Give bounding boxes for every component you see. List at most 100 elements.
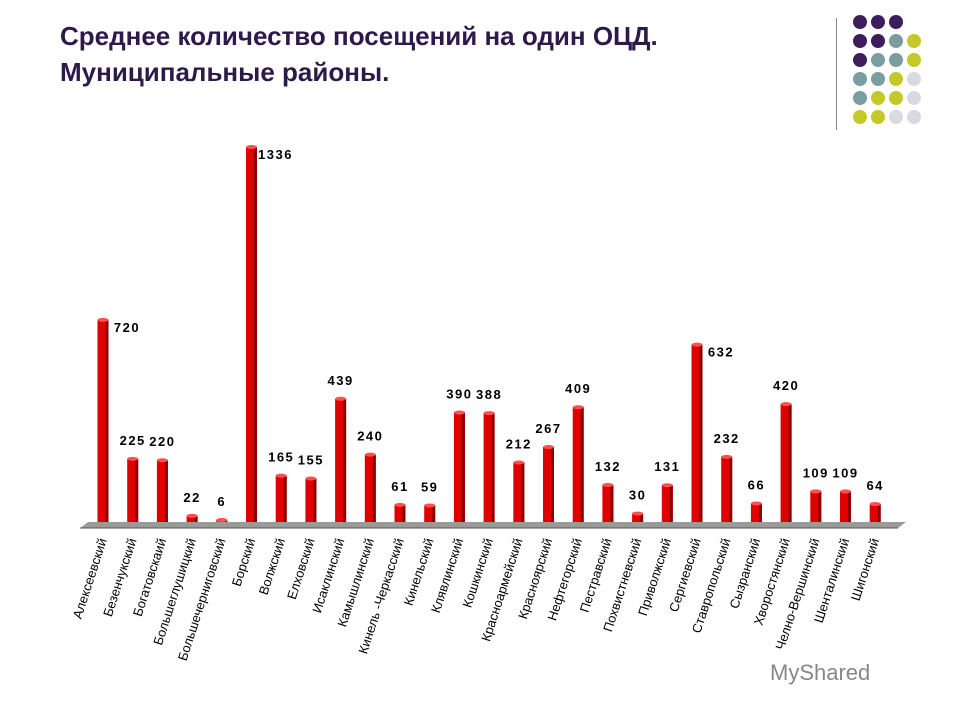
- bar-top: [840, 489, 851, 494]
- data-label: 132: [595, 459, 621, 474]
- data-label: 212: [506, 436, 532, 451]
- data-label: 155: [298, 452, 324, 467]
- data-label: 22: [183, 490, 200, 505]
- decorative-dot: [871, 53, 885, 67]
- decorative-dot: [871, 15, 885, 29]
- bar: [810, 491, 822, 522]
- bar: [602, 484, 614, 522]
- data-label: 225: [120, 433, 146, 448]
- bar-top: [513, 460, 525, 465]
- bar-top: [572, 405, 584, 410]
- data-label: 1336: [258, 147, 293, 162]
- decorative-dot: [889, 34, 903, 48]
- bar-top: [216, 518, 228, 522]
- data-label: 59: [421, 479, 438, 494]
- bar: [394, 504, 406, 522]
- decorative-dot: [889, 15, 903, 29]
- decorative-dot: [889, 53, 903, 67]
- data-label: 267: [535, 421, 561, 436]
- decorative-dot: [853, 34, 867, 48]
- bar-side: [788, 404, 792, 522]
- bar: [97, 319, 109, 522]
- decorative-dot: [871, 34, 885, 48]
- bar-side: [313, 478, 317, 522]
- bar-top: [246, 145, 257, 149]
- data-label: 420: [773, 378, 799, 393]
- bar-top: [483, 411, 495, 416]
- bar-side: [848, 491, 851, 522]
- decorative-dot: [889, 72, 903, 86]
- decorative-dot: [853, 72, 867, 86]
- chart-floor: [80, 522, 906, 528]
- bar-top: [275, 473, 287, 478]
- bar: [424, 505, 436, 522]
- decorative-dot: [907, 91, 921, 105]
- data-label: 165: [268, 450, 294, 465]
- category-label: Борский: [229, 536, 259, 588]
- bar-side: [105, 319, 109, 522]
- bar-top: [364, 452, 376, 457]
- bar-top: [305, 476, 317, 481]
- data-label: 232: [714, 431, 740, 446]
- bar-side: [283, 475, 287, 522]
- bar-side: [729, 456, 733, 522]
- bar: [543, 447, 554, 522]
- slide-title: Среднее количество посещений на один ОЦД…: [60, 18, 820, 90]
- bar-top: [156, 458, 168, 463]
- bar-top: [453, 410, 465, 415]
- decorative-dot: [907, 110, 921, 124]
- bar: [721, 456, 733, 522]
- title-line-2: Муниципальные районы.: [60, 57, 390, 87]
- bar: [156, 460, 168, 522]
- data-label: 131: [654, 459, 680, 474]
- bar-side: [818, 491, 822, 522]
- bar-side: [194, 515, 198, 522]
- data-label: 439: [327, 373, 353, 388]
- bar-top: [750, 501, 762, 506]
- decorative-dot: [889, 91, 903, 105]
- bar: [483, 413, 495, 522]
- bar-side: [432, 505, 436, 522]
- bar-side: [551, 447, 554, 522]
- decorative-dot: [871, 110, 885, 124]
- data-label: 30: [629, 488, 646, 503]
- decorative-dot: [889, 110, 903, 124]
- bar-top: [335, 396, 347, 401]
- bar: [780, 404, 792, 522]
- watermark-logo: MyShared: [770, 660, 871, 685]
- data-label: 6: [217, 494, 226, 509]
- bar-side: [491, 413, 495, 522]
- bar: [572, 407, 584, 522]
- bar: [661, 485, 673, 522]
- decorative-dot: [853, 91, 867, 105]
- bar-top: [127, 456, 139, 461]
- decorative-dot: [871, 91, 885, 105]
- category-label: Волжский: [256, 536, 288, 596]
- bar-side: [521, 462, 525, 522]
- bar-side: [699, 344, 703, 522]
- bar-top: [869, 502, 881, 507]
- decorative-dot: [871, 72, 885, 86]
- bar-top: [780, 402, 792, 407]
- bar-side: [640, 513, 644, 522]
- category-label: Елховский: [284, 536, 318, 601]
- bar-side: [580, 407, 584, 522]
- bar-top: [602, 482, 614, 487]
- bar: [305, 478, 317, 522]
- data-label: 720: [114, 320, 140, 335]
- bar-side: [164, 460, 168, 522]
- bar-top: [394, 502, 406, 507]
- bar-side: [254, 147, 257, 522]
- title-line-1: Среднее количество посещений на один ОЦД…: [60, 21, 658, 51]
- bar: [691, 344, 703, 522]
- data-label: 64: [866, 478, 883, 493]
- divider: [836, 18, 837, 130]
- bar: [364, 454, 376, 522]
- bar-side: [610, 484, 614, 522]
- bar-top: [424, 503, 436, 508]
- data-label: 66: [748, 477, 765, 492]
- decorative-dot: [853, 53, 867, 67]
- bar-side: [877, 504, 881, 522]
- bar-side: [461, 412, 465, 522]
- bar-top: [97, 317, 109, 322]
